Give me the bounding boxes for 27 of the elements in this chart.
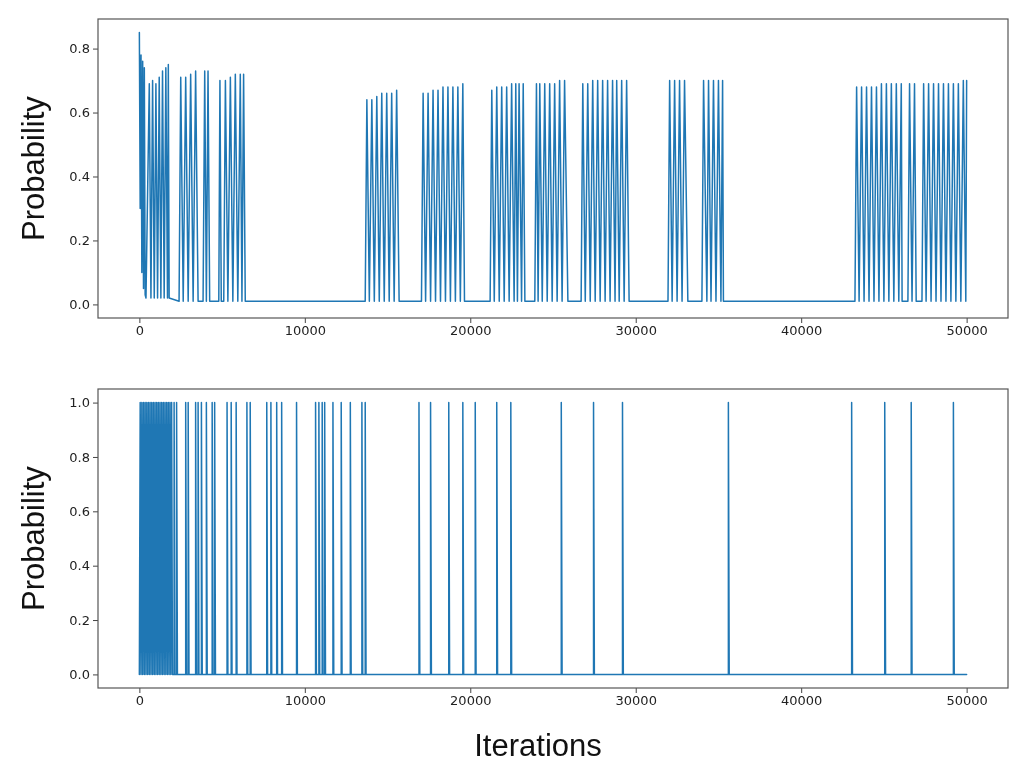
y-tick-label: 0.2 (69, 612, 90, 628)
x-tick-label: 10000 (284, 693, 326, 709)
x-tick-label: 30000 (615, 323, 657, 339)
x-tick-label: 20000 (450, 323, 492, 339)
y-tick-label: 0.4 (69, 558, 90, 574)
x-tick-label: 30000 (615, 693, 657, 709)
x-tick-label: 20000 (450, 693, 492, 709)
y-tick-label: 0.8 (69, 41, 90, 57)
y-tick-label: 0.4 (69, 169, 90, 185)
x-axis-title: Iterations (474, 728, 602, 763)
y-axis-title: Probability (16, 465, 51, 611)
y-tick-label: 0.0 (69, 297, 90, 313)
x-tick-label: 50000 (946, 693, 988, 709)
y-tick-label: 0.8 (69, 449, 90, 465)
y-tick-label: 0.2 (69, 233, 90, 249)
x-tick-label: 0 (135, 693, 144, 709)
y-axis-title: Probability (16, 95, 51, 241)
x-tick-label: 40000 (781, 693, 823, 709)
y-tick-label: 0.6 (69, 503, 90, 519)
y-tick-label: 0.6 (69, 105, 90, 121)
line-series (138, 31, 968, 302)
y-tick-label: 1.0 (69, 395, 90, 411)
x-tick-label: 10000 (284, 323, 326, 339)
x-tick-label: 50000 (946, 323, 988, 339)
y-tick-label: 0.0 (69, 667, 90, 683)
x-tick-label: 40000 (781, 323, 823, 339)
x-tick-label: 0 (135, 323, 144, 339)
